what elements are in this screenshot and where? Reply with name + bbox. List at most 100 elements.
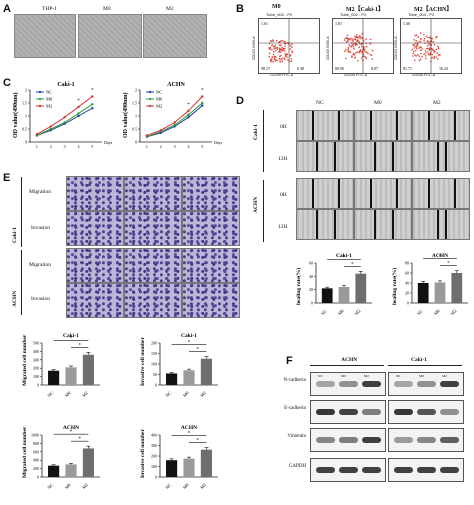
line-chart-xtick-label: 3: [174, 144, 176, 149]
flow-event: [416, 44, 419, 46]
flow-event: [348, 44, 350, 46]
bar-chart-ytick-label: 20: [405, 291, 409, 296]
sig-star: *: [78, 437, 81, 442]
panel-e-group-caki: Caki-1: [12, 227, 18, 243]
legend-marker: [38, 97, 42, 101]
bar-chart-ylabel: Migrated cell number: [22, 334, 28, 386]
flow-scatter: 1.40 81.71 16.23: [401, 19, 461, 73]
wound-micrograph: [412, 209, 470, 240]
flow-event: [412, 55, 414, 57]
flow-event: [285, 53, 287, 55]
flow-event: [272, 60, 274, 63]
transwell-micrograph: [66, 211, 124, 246]
bar-m2: [355, 273, 367, 303]
flow-event: [412, 44, 415, 46]
blot-panel: NC M0 M2: [310, 372, 386, 396]
bar-chart-ytick-label: 50: [153, 372, 157, 377]
sig-star: *: [70, 336, 73, 341]
flow-event: [421, 55, 423, 58]
bar-chart-ytick-label: 400: [33, 349, 39, 354]
flow-event: [365, 57, 368, 60]
blot-band: [394, 381, 413, 387]
flow-event: [363, 40, 365, 42]
flow-event: [433, 44, 436, 46]
flow-event: [275, 39, 278, 42]
flow-event: [271, 44, 274, 46]
flow-event: [420, 49, 422, 52]
wound-edge-left: [370, 111, 372, 140]
flow-event: [283, 47, 286, 50]
bar-m2: [82, 448, 94, 477]
flow-event: [359, 36, 361, 38]
bar-chart-ytick-label: 40: [309, 274, 313, 279]
flow-event: [431, 48, 433, 51]
blot-band: [440, 467, 459, 473]
flow-event: [414, 59, 416, 62]
flow-event: [360, 57, 363, 59]
flow-event: [291, 50, 293, 53]
transwell-micrograph: [182, 248, 240, 283]
line-chart-xtick-label: 5: [201, 144, 203, 149]
line-chart-ytick-label: 1.5: [22, 101, 27, 106]
flow-event: [420, 40, 422, 43]
wound-micrograph: [296, 209, 354, 240]
panel-a-header-m0: M0: [103, 6, 111, 12]
flow-event: [272, 39, 274, 41]
line-point: [187, 113, 190, 116]
flow-event: [356, 51, 358, 53]
line-point: [49, 125, 52, 128]
line-point: [187, 109, 190, 112]
flow-event: [423, 33, 425, 36]
wound-edge-left: [370, 179, 372, 208]
flow-event: [418, 55, 421, 58]
transwell-micrograph: [124, 248, 182, 283]
flow-event: [414, 54, 416, 56]
flow-event: [281, 59, 283, 61]
line-chart-xtick-label: 1: [36, 144, 38, 149]
flow-event: [417, 54, 419, 56]
flow-event: [354, 56, 356, 59]
panel-d-col-nc: NC: [316, 100, 324, 106]
sig-star: *: [196, 348, 199, 353]
bar-category-label: NC: [320, 308, 328, 316]
wound-edge-right: [445, 210, 447, 239]
flow-event: [351, 55, 353, 57]
flow-event: [344, 37, 347, 40]
flow-event: [278, 50, 281, 52]
flow-q-lower-left: 89.90: [335, 66, 344, 71]
sig-star: *: [439, 255, 442, 260]
bar-chart-ytick-label: 400: [151, 433, 157, 438]
flow-event: [363, 46, 365, 48]
transwell-micrograph: [66, 248, 124, 283]
transwell-micrograph: [124, 283, 182, 318]
blot-band: [316, 467, 335, 473]
blot-lane-label: M2: [364, 374, 369, 378]
flow-event: [273, 58, 276, 61]
flow-scatter: 1.01 98.17 0.38: [259, 19, 319, 73]
line-point: [91, 103, 94, 106]
flow-event: [350, 46, 353, 48]
panel-e-row-invasion-b: Invasion: [31, 296, 50, 302]
bar-m2: [451, 273, 463, 303]
blot-lane-label: NC: [318, 374, 323, 378]
bar-chart-ytick-label: 20: [309, 287, 313, 292]
wound-edge-left: [428, 179, 430, 208]
flow-event: [345, 57, 347, 60]
bar-chart-ytick-label: 80: [405, 261, 409, 266]
flow-subtitle: Tube_004 - P2: [408, 12, 435, 17]
flow-q-lower-right: 0.38: [297, 66, 304, 71]
line-chart-ylabel: OD value(490nm): [122, 93, 129, 139]
flow-event: [415, 49, 417, 52]
line-chart-xlabel: Days: [104, 140, 113, 145]
bar-m2: [82, 354, 94, 385]
flow-q-upper-left: 1.01: [261, 21, 268, 26]
flow-event: [274, 49, 277, 52]
flow-event: [349, 39, 351, 41]
flow-event: [413, 50, 415, 53]
wound-micrograph: [354, 110, 412, 141]
bar-chart-ytick-label: 60: [309, 261, 313, 266]
flow-event: [280, 51, 282, 54]
flow-event: [355, 36, 357, 39]
flow-event: [427, 36, 429, 39]
